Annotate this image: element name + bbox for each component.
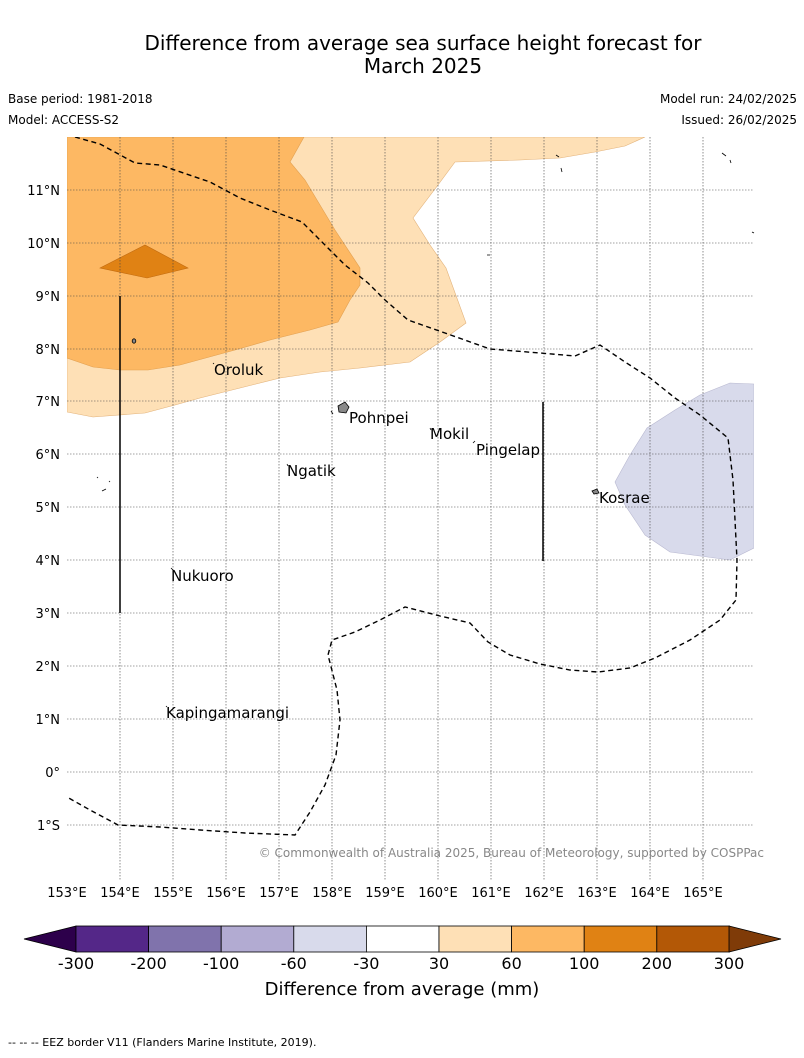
colorbar-tick: -30	[353, 954, 379, 973]
boundary-lines	[119, 296, 544, 613]
lat-label: 11°N	[27, 184, 60, 199]
lon-label: 164°E	[630, 886, 670, 901]
graticule	[67, 137, 754, 880]
colorbar-segment	[511, 925, 585, 953]
anomaly-fill-neg-30-60	[614, 382, 754, 561]
lat-label: 8°N	[36, 343, 61, 358]
colorbar-segment	[583, 925, 658, 953]
lat-label: 9°N	[36, 290, 61, 305]
lon-label: 156°E	[206, 886, 246, 901]
lon-label: 160°E	[418, 886, 458, 901]
lat-label: 4°N	[36, 554, 61, 569]
lat-label: 2°N	[36, 660, 61, 675]
lat-label: 0°	[45, 766, 60, 781]
issued-date: Issued: 26/02/2025	[681, 113, 797, 127]
lon-label: 162°E	[524, 886, 564, 901]
copyright-text: © Commonwealth of Australia 2025, Bureau…	[259, 846, 764, 860]
sea-height-anomaly-fills	[67, 137, 754, 561]
colorbar: -300 -200 -100 -60 -30 30 60 100 200 300…	[23, 925, 782, 1000]
eez-footnote: -- -- -- EEZ border V11 (Flanders Marine…	[8, 1036, 317, 1049]
colorbar-tick: -300	[58, 954, 94, 973]
small-island	[131, 338, 137, 344]
small-island	[487, 152, 755, 256]
small-island	[330, 410, 334, 415]
lon-label: 153°E	[47, 886, 87, 901]
colorbar-segment	[656, 925, 730, 953]
colorbar-segment	[293, 925, 367, 953]
lon-label: 155°E	[153, 886, 193, 901]
place-label: Ngatik	[287, 462, 336, 480]
small-island	[165, 362, 476, 708]
title-line-1: Difference from average sea surface heig…	[144, 31, 702, 55]
lat-label: 1°S	[37, 819, 60, 834]
title-line-2: March 2025	[363, 54, 483, 78]
lon-label: 159°E	[365, 886, 405, 901]
lon-label: 165°E	[683, 886, 723, 901]
longitude-labels: 153°E 154°E 155°E 156°E 157°E 158°E 159°…	[47, 886, 723, 901]
lon-label: 161°E	[471, 886, 511, 901]
colorbar-label: Difference from average (mm)	[265, 979, 540, 1000]
place-label: Oroluk	[214, 361, 263, 379]
base-period: Base period: 1981-2018	[8, 92, 153, 106]
lat-label: 1°N	[36, 713, 61, 728]
model-run: Model run: 24/02/2025	[659, 92, 797, 106]
map-figure: Oroluk Pohnpei Mokil Pingelap Ngatik Kos…	[23, 137, 782, 1000]
anomaly-fill-60-100	[67, 137, 361, 371]
model-name: Model: ACCESS-S2	[8, 113, 120, 127]
colorbar-tick: 60	[501, 954, 521, 973]
colorbar-tick: -100	[203, 954, 239, 973]
colorbar-segment	[438, 925, 512, 953]
lon-label: 154°E	[100, 886, 140, 901]
colorbar-ticks: -300 -200 -100 -60 -30 30 60 100 200 300	[58, 954, 744, 973]
place-labels: Oroluk Pohnpei Mokil Pingelap Ngatik Kos…	[166, 361, 650, 722]
kosrae-island	[591, 488, 600, 495]
lon-label: 157°E	[259, 886, 299, 901]
colorbar-segment	[220, 925, 295, 953]
colorbar-segment	[75, 925, 149, 953]
latitude-labels: 11°N 10°N 9°N 8°N 7°N 6°N 5°N 4°N 3°N 2°…	[27, 184, 60, 834]
lat-label: 10°N	[27, 237, 60, 252]
small-island	[96, 476, 111, 492]
place-label: Pingelap	[476, 441, 540, 459]
colorbar-segment	[365, 925, 440, 953]
place-label: Kapingamarangi	[166, 704, 289, 722]
colorbar-tick: -200	[130, 954, 166, 973]
place-label: Mokil	[430, 425, 469, 443]
colorbar-tick: 100	[569, 954, 600, 973]
lon-label: 163°E	[577, 886, 617, 901]
colorbar-tick: 200	[642, 954, 673, 973]
lat-label: 3°N	[36, 607, 61, 622]
colorbar-segment	[148, 925, 222, 953]
place-label: Nukuoro	[171, 567, 234, 585]
lon-label: 158°E	[312, 886, 352, 901]
lat-label: 6°N	[36, 448, 61, 463]
lat-label: 7°N	[36, 395, 61, 410]
colorbar-tick: 30	[429, 954, 449, 973]
pohnpei-island	[337, 401, 350, 414]
colorbar-extend-low	[23, 925, 77, 953]
colorbar-tick: 300	[714, 954, 745, 973]
colorbar-tick: -60	[281, 954, 307, 973]
lat-label: 5°N	[36, 501, 61, 516]
colorbar-extend-high	[728, 925, 782, 953]
anomaly-fill-100-200	[99, 244, 189, 279]
place-label: Kosrae	[599, 489, 650, 507]
map-title: Difference from average sea surface heig…	[0, 32, 804, 78]
colorbar-segments	[75, 925, 730, 953]
eez-border	[67, 137, 738, 836]
place-label: Pohnpei	[349, 409, 409, 427]
islands	[96, 152, 755, 708]
